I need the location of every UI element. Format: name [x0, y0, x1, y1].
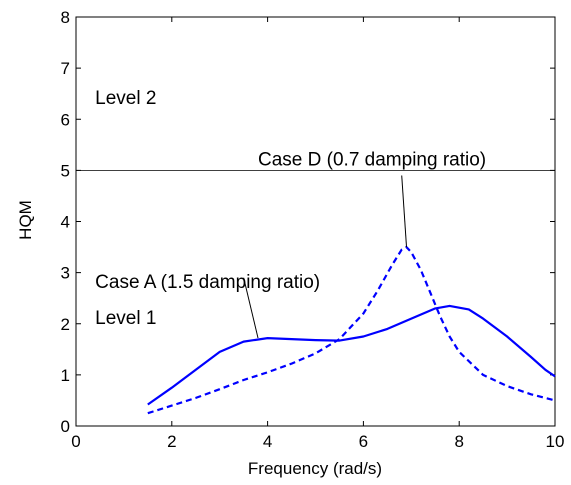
y-tick-label: 3 — [61, 264, 70, 283]
y-tick-label: 1 — [61, 366, 70, 385]
annotations: Level 2 Level 1 Case D (0.7 damping ratio)… — [95, 88, 486, 339]
annotation-text: Case D (0.7 damping ratio) — [258, 149, 486, 170]
x-axis-label: Frequency (rad/s) — [248, 459, 382, 478]
x-tick-label: 2 — [167, 432, 176, 451]
series-solid-line — [147, 304, 556, 406]
x-tick-label: 10 — [546, 432, 565, 451]
y-tick-label: 5 — [61, 161, 70, 180]
series-layer — [147, 246, 556, 415]
y-tick-label: 4 — [61, 213, 70, 232]
y-tick-label: 6 — [61, 110, 70, 129]
plot-border — [75, 16, 556, 427]
x-tick-label: 0 — [71, 432, 80, 451]
y-tick-label: 8 — [61, 8, 70, 27]
series-dashed-line — [147, 246, 556, 415]
annotation-pointer — [243, 277, 259, 339]
plot-frame — [75, 16, 556, 427]
annotation-pointer — [401, 175, 408, 248]
y-tick-label: 7 — [61, 59, 70, 78]
x-tick-label: 8 — [454, 432, 463, 451]
axis-ticks: 0 2 4 6 8 10 0 1 2 3 4 5 6 7 8 — [61, 8, 565, 451]
y-tick-label: 2 — [61, 315, 70, 334]
x-tick-label: 6 — [359, 432, 368, 451]
y-axis-label: HQM — [16, 200, 35, 240]
annotation-text: Level 1 — [95, 308, 156, 329]
annotation-text: Level 2 — [95, 88, 156, 109]
annotation-text: Case A (1.5 damping ratio) — [95, 272, 320, 293]
x-tick-label: 4 — [263, 432, 272, 451]
y-tick-label: 0 — [61, 417, 70, 436]
